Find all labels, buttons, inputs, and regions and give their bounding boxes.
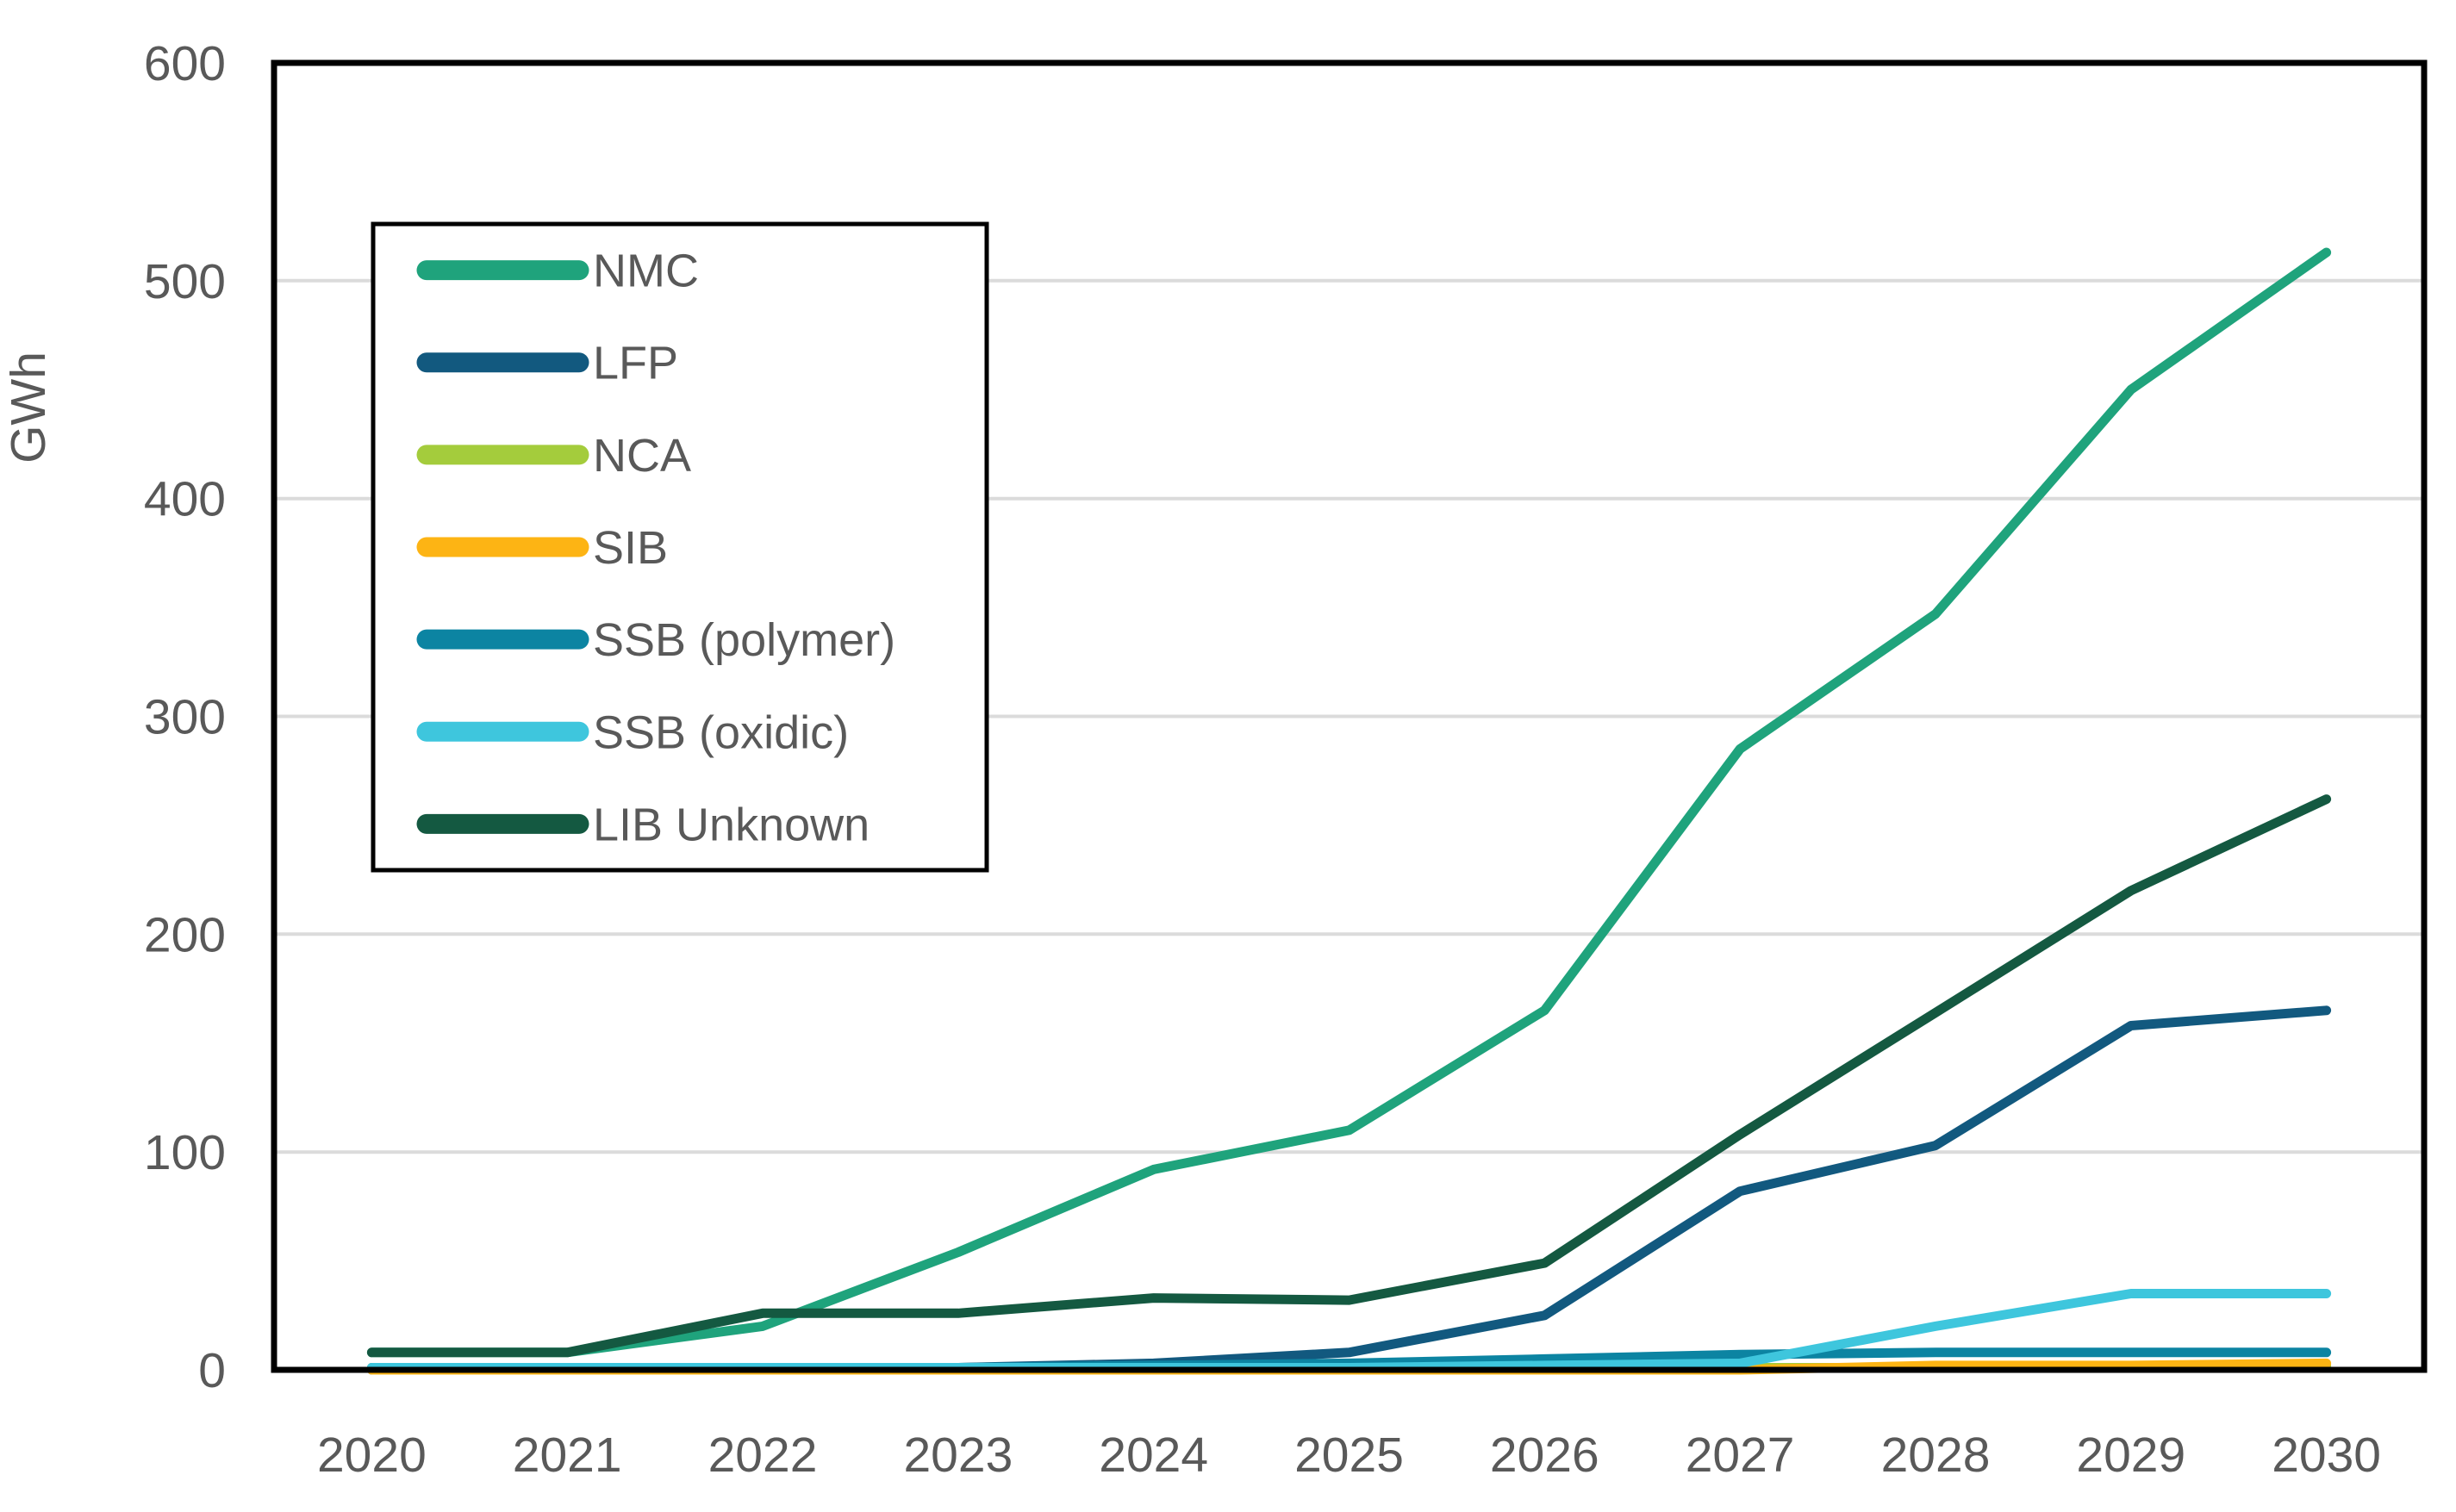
- x-tick-label-2028: 2028: [1881, 1428, 1991, 1483]
- x-tick-label-2027: 2027: [1686, 1428, 1795, 1483]
- legend-item-lfp: LFP: [416, 338, 678, 389]
- legend-label-lib-unknown: LIB Unknown: [593, 799, 870, 850]
- y-tick-label-200: 200: [144, 907, 226, 962]
- legend-item-nca: NCA: [416, 430, 691, 482]
- x-tick-label-2020: 2020: [317, 1428, 427, 1483]
- x-tick-label-2021: 2021: [513, 1428, 622, 1483]
- legend-label-ssb-oxidic-: SSB (oxidic): [593, 706, 849, 758]
- legend-label-sib: SIB: [593, 522, 668, 574]
- x-tick-label-2026: 2026: [1490, 1428, 1599, 1483]
- y-tick-label-100: 100: [144, 1125, 226, 1180]
- legend-label-nca: NCA: [593, 430, 691, 482]
- x-tick-label-2029: 2029: [2076, 1428, 2185, 1483]
- x-tick-label-2022: 2022: [708, 1428, 818, 1483]
- x-tick-label-2023: 2023: [903, 1428, 1013, 1483]
- legend-item-sib: SIB: [416, 522, 668, 574]
- legend-item-lib-unknown: LIB Unknown: [416, 799, 870, 850]
- x-tick-label-2024: 2024: [1099, 1428, 1208, 1483]
- y-tick-label-300: 300: [144, 690, 226, 745]
- y-tick-label-400: 400: [144, 472, 226, 527]
- series-line-lib-unknown: [366, 794, 2332, 1358]
- plot-border: [271, 59, 2428, 1373]
- y-axis-title: GWh: [1, 352, 56, 464]
- y-tick-label-0: 0: [198, 1343, 226, 1398]
- x-tick-label-2030: 2030: [2272, 1428, 2381, 1483]
- x-tick-label-2025: 2025: [1294, 1428, 1404, 1483]
- y-tick-label-600: 600: [144, 36, 226, 91]
- series-line-lfp: [366, 1005, 2332, 1375]
- legend-item-ssb-oxidic-: SSB (oxidic): [416, 706, 849, 758]
- legend-label-lfp: LFP: [593, 338, 678, 389]
- y-tick-label-500: 500: [144, 254, 226, 309]
- legend-item-nmc: NMC: [416, 246, 699, 297]
- legend-label-ssb-polymer-: SSB (polymer): [593, 614, 895, 666]
- series-line-nmc: [366, 247, 2332, 1358]
- axes-layer: 0 100 200 300 400 500 600 2020 2021 2022 2023 2024 2…: [144, 36, 2428, 1483]
- legend-item-ssb-polymer-: SSB (polymer): [416, 614, 895, 666]
- legend-label-nmc: NMC: [593, 246, 699, 297]
- legend: NMC LFP NCA SIB SSB (polymer) SSB (oxidic) LIB…: [371, 221, 989, 873]
